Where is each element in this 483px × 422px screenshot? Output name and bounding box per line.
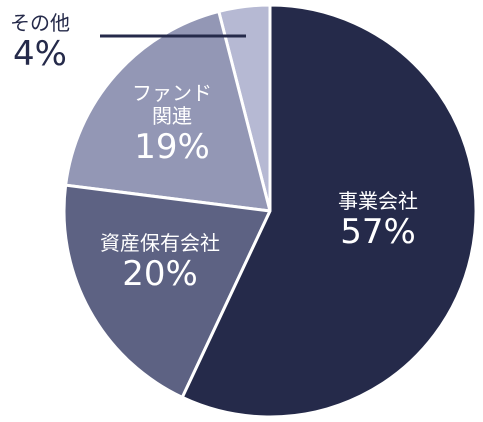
slice-label: 事業会社 57%	[318, 190, 438, 252]
slice-label: その他 4%	[0, 12, 80, 74]
category-label: その他	[10, 11, 70, 35]
pie-slice	[62, 183, 273, 400]
category-label: 資産保有会社	[100, 231, 220, 255]
pie-slice	[180, 3, 478, 419]
value-label: 4%	[13, 34, 67, 74]
slice-label: 資産保有会社 20%	[80, 232, 240, 294]
value-label: 20%	[122, 254, 198, 294]
category-label: 事業会社	[338, 189, 418, 213]
value-label: 19%	[134, 127, 210, 167]
slice-label: ファンド関連 19%	[127, 82, 217, 167]
pie-slice	[63, 9, 273, 213]
category-label: ファンド関連	[132, 81, 212, 128]
value-label: 57%	[340, 212, 416, 252]
